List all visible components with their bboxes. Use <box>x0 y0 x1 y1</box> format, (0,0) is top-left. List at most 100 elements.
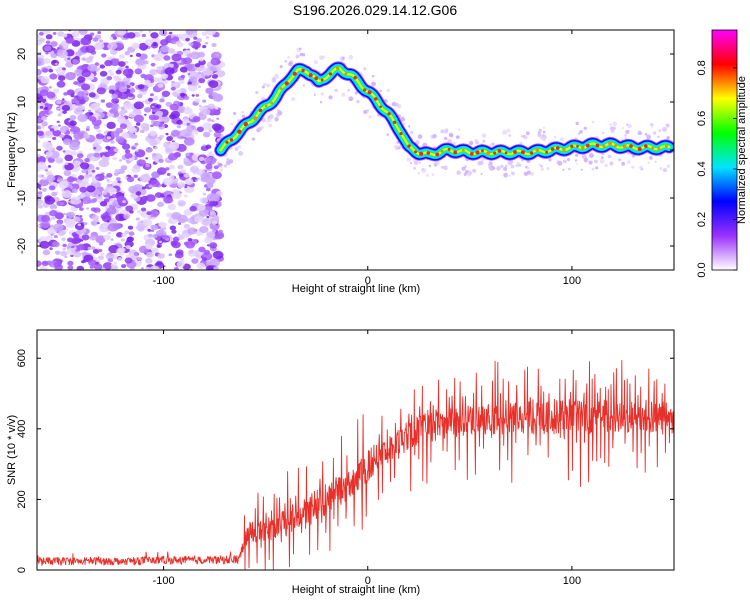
spectrogram-noise-blob <box>96 247 100 250</box>
spectrogram-noise-blob <box>165 167 170 171</box>
spectrogram-noise-blob <box>86 125 91 129</box>
spectrogram-noise-blob <box>118 54 125 59</box>
spectrogram-noise-blob <box>39 187 42 190</box>
spectrogram-noise-blob <box>126 236 134 242</box>
spectrogram-noise-blob <box>106 183 112 188</box>
spectrogram-noise-blob <box>107 257 114 263</box>
spectrogram-noise-blob <box>127 225 134 230</box>
spectrogram-noise-blob <box>213 215 220 220</box>
spectrogram-noise-blob <box>110 130 120 138</box>
spectrogram-noise-blob <box>183 157 189 163</box>
spectrogram-noise-blob <box>205 144 212 150</box>
spectrogram-scatter-point <box>461 166 466 171</box>
spectrogram-noise-blob <box>65 220 75 228</box>
spectrogram-noise-blob <box>57 230 65 237</box>
spectrogram-noise-blob <box>205 265 214 270</box>
spectrogram-noise-blob <box>95 219 100 223</box>
spectrogram-noise-blob <box>179 257 185 262</box>
spectrogram-noise-blob <box>126 122 133 127</box>
spectrogram-noise-blob <box>185 132 190 137</box>
spectrogram-noise-blob <box>106 121 116 130</box>
spectrogram-noise-blob <box>111 93 118 99</box>
spectrogram-noise-blob <box>48 86 52 89</box>
spectrogram-noise-blob <box>66 176 75 183</box>
spectrogram-scatter-point <box>394 102 399 107</box>
spectrogram-scatter-point <box>541 137 546 142</box>
spectrogram-noise-blob <box>199 58 204 62</box>
spectrogram-noise-blob <box>186 63 197 72</box>
spectrogram-noise-blob <box>44 107 48 110</box>
spectrogram-peak <box>529 151 534 155</box>
spectrogram-noise-blob <box>119 159 123 162</box>
spectrogram-noise-blob <box>144 107 152 113</box>
spectrogram-noise-blob <box>58 180 69 189</box>
spectrogram-peak <box>664 144 668 148</box>
spectrogram-noise-blob <box>77 153 84 159</box>
spectrogram-peak <box>392 120 397 125</box>
spectrogram-noise-blob <box>202 99 207 103</box>
spectrogram-noise-blob <box>165 212 173 218</box>
spectrogram-noise-blob <box>189 76 198 83</box>
spectrogram-noise-blob <box>154 146 158 150</box>
spectrogram-noise-blob <box>37 117 42 123</box>
spectrogram-noise-blob <box>111 97 120 104</box>
spectrogram-noise-blob <box>67 57 71 60</box>
spectrogram-noise-blob <box>135 149 139 152</box>
spectrogram-noise-blob <box>76 244 86 251</box>
spectrogram-noise-blob <box>123 102 133 110</box>
spectrogram-scatter-point <box>610 126 615 131</box>
spectrogram-noise-blob <box>124 149 131 154</box>
spectrogram-peak <box>225 140 229 144</box>
spectrogram-noise-blob <box>84 158 90 163</box>
colorbar-tick-label: 0.0 <box>696 262 708 277</box>
spectrogram-noise-blob <box>85 172 89 175</box>
spectrogram-noise-blob <box>191 258 199 264</box>
spectrogram-scatter-point <box>523 135 528 140</box>
spectrogram-noise-blob <box>39 266 48 270</box>
spectrogram-noise-blob <box>166 158 170 161</box>
snr-y-tick-label: 0 <box>16 567 28 573</box>
spectrogram-noise-blob <box>120 108 128 114</box>
spectrogram-noise-blob <box>69 114 77 121</box>
spectrogram-noise-blob <box>57 48 63 53</box>
spectrogram-noise-blob <box>198 246 206 253</box>
spectrogram-scatter-point <box>510 171 515 176</box>
spectrogram-noise-blob <box>171 191 174 194</box>
spectrogram-noise-blob <box>145 266 151 270</box>
spectrogram-noise-blob <box>48 110 53 114</box>
snr-x-tick-label: 100 <box>563 575 581 587</box>
spectrogram-peak <box>497 148 502 153</box>
spectrogram-noise-blob <box>206 215 210 219</box>
spectrogram-noise-blob <box>147 233 153 238</box>
spectrogram-scatter-point <box>426 174 429 177</box>
spectrogram-noise-blob <box>67 265 74 270</box>
spectrogram-noise-blob <box>197 71 202 75</box>
spectrogram-noise-blob <box>166 136 173 142</box>
spectrogram-noise-blob <box>136 209 142 214</box>
spectrogram-noise-blob <box>45 34 53 40</box>
spectrogram-noise-blob <box>195 179 199 182</box>
spectrogram-noise-blob <box>194 216 202 223</box>
spectrogram-noise-blob <box>116 30 127 36</box>
spectrogram-scatter-point <box>624 134 627 137</box>
spectrogram-noise-blob <box>145 257 153 264</box>
spectrogram-noise-blob <box>196 262 206 270</box>
spectrogram-scatter-point <box>575 153 579 157</box>
spectrogram-scatter-point <box>458 128 461 131</box>
spectrogram-noise-blob <box>157 201 164 207</box>
spectrogram-noise-blob <box>37 224 41 228</box>
spectrogram-scatter-point <box>431 173 435 176</box>
spectrogram-scatter-point <box>348 96 354 102</box>
spectrogram-noise-blob <box>81 234 90 241</box>
spectrogram-noise-blob <box>161 234 168 240</box>
spectrogram-noise-blob <box>45 40 51 44</box>
spectrogram-x-tick-label: 0 <box>365 275 371 287</box>
spectrogram-scatter-point <box>435 160 440 166</box>
spectrogram-scatter-point <box>341 56 345 60</box>
spectrogram-peak <box>237 129 242 134</box>
snr-x-tick-label: -100 <box>153 575 175 587</box>
spectrogram-noise-blob <box>110 49 118 56</box>
spectrogram-scatter-point <box>600 156 604 160</box>
spectrogram-noise-blob <box>61 33 68 38</box>
spectrogram-noise-blob <box>145 147 153 153</box>
